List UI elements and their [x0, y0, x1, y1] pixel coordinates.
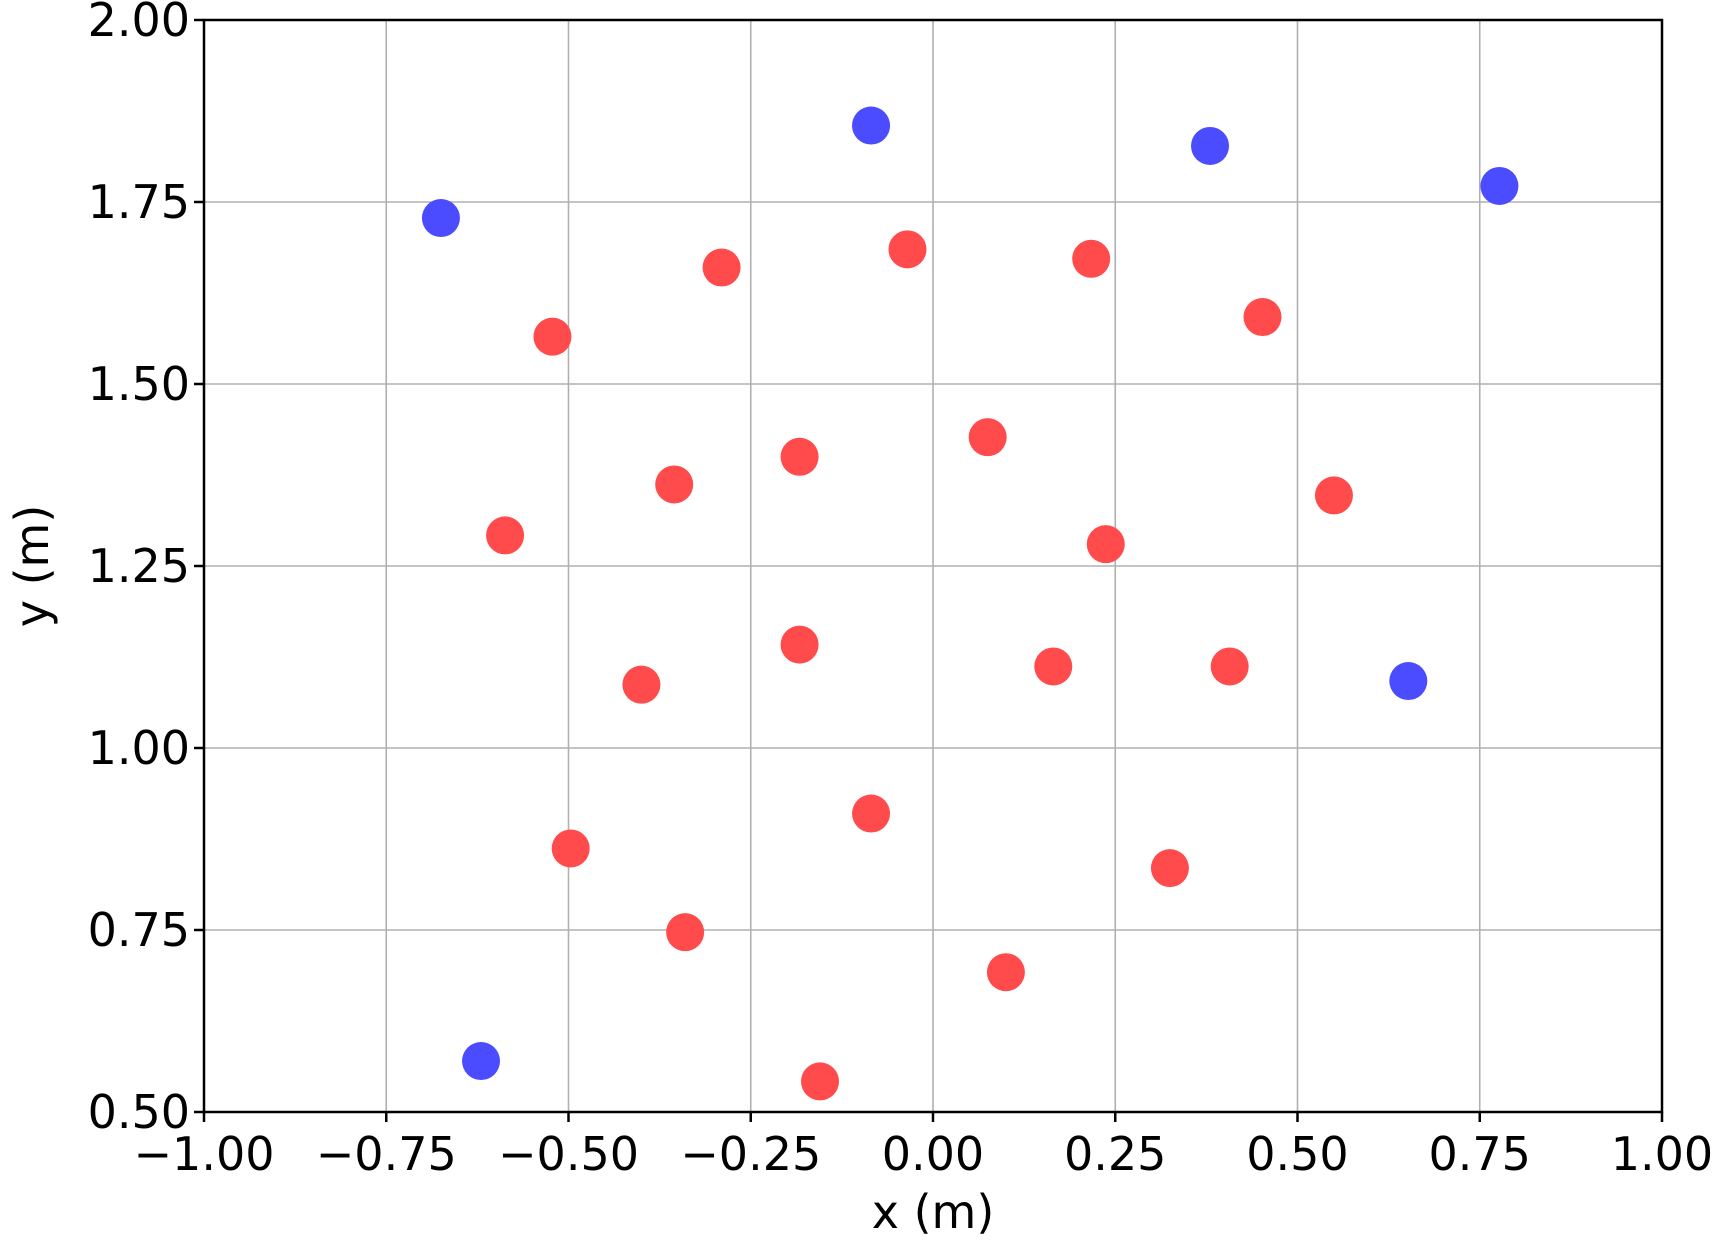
- data-point: [1034, 647, 1073, 686]
- y-axis-label: y (m): [5, 505, 59, 628]
- y-tick-label: 2.00: [88, 0, 190, 47]
- data-points: [421, 106, 1519, 1101]
- data-point: [1150, 849, 1189, 888]
- data-point: [1389, 662, 1428, 701]
- y-tick-label: 0.75: [88, 903, 190, 957]
- x-tick-label: −1.00: [134, 1127, 275, 1181]
- y-tick-label: 1.50: [88, 357, 190, 411]
- x-tick-label: 1.00: [1611, 1127, 1713, 1181]
- data-point: [1191, 126, 1230, 165]
- data-point: [421, 199, 460, 238]
- data-point: [1210, 647, 1249, 686]
- data-point: [780, 437, 819, 476]
- data-point: [486, 516, 525, 555]
- x-axis-label: x (m): [872, 1185, 995, 1239]
- y-tick-label: 1.00: [88, 721, 190, 775]
- y-tick-label: 1.75: [88, 175, 190, 229]
- x-tick-label: −0.25: [680, 1127, 821, 1181]
- data-point: [655, 465, 694, 504]
- x-tick-label: 0.00: [882, 1127, 984, 1181]
- x-tick-label: 0.75: [1429, 1127, 1531, 1181]
- axis-ticks: −1.00 −0.75 −0.50 −0.25 0.00 0.25 0.50 0.75 1.00…: [88, 0, 1714, 1181]
- data-point: [1243, 298, 1282, 337]
- data-point: [1480, 166, 1519, 205]
- data-point: [622, 665, 661, 704]
- data-point: [852, 106, 891, 145]
- data-point: [533, 317, 572, 356]
- data-point: [780, 625, 819, 664]
- data-point: [1086, 525, 1125, 564]
- data-point: [1072, 239, 1111, 278]
- data-point: [702, 248, 741, 287]
- data-point: [801, 1062, 840, 1101]
- data-point: [888, 230, 927, 269]
- data-point: [551, 829, 590, 868]
- x-tick-label: 0.25: [1064, 1127, 1166, 1181]
- data-point: [666, 913, 705, 952]
- data-point: [1314, 476, 1353, 515]
- grid-lines: [203, 19, 1663, 1113]
- data-point: [986, 953, 1025, 992]
- y-tick-label: 1.25: [88, 539, 190, 593]
- x-tick-label: −0.75: [316, 1127, 457, 1181]
- x-tick-label: −0.50: [498, 1127, 639, 1181]
- x-tick-label: 0.50: [1246, 1127, 1348, 1181]
- data-point: [462, 1042, 501, 1081]
- data-point: [968, 418, 1007, 457]
- data-point: [852, 794, 891, 833]
- y-tick-label: 0.50: [88, 1085, 190, 1139]
